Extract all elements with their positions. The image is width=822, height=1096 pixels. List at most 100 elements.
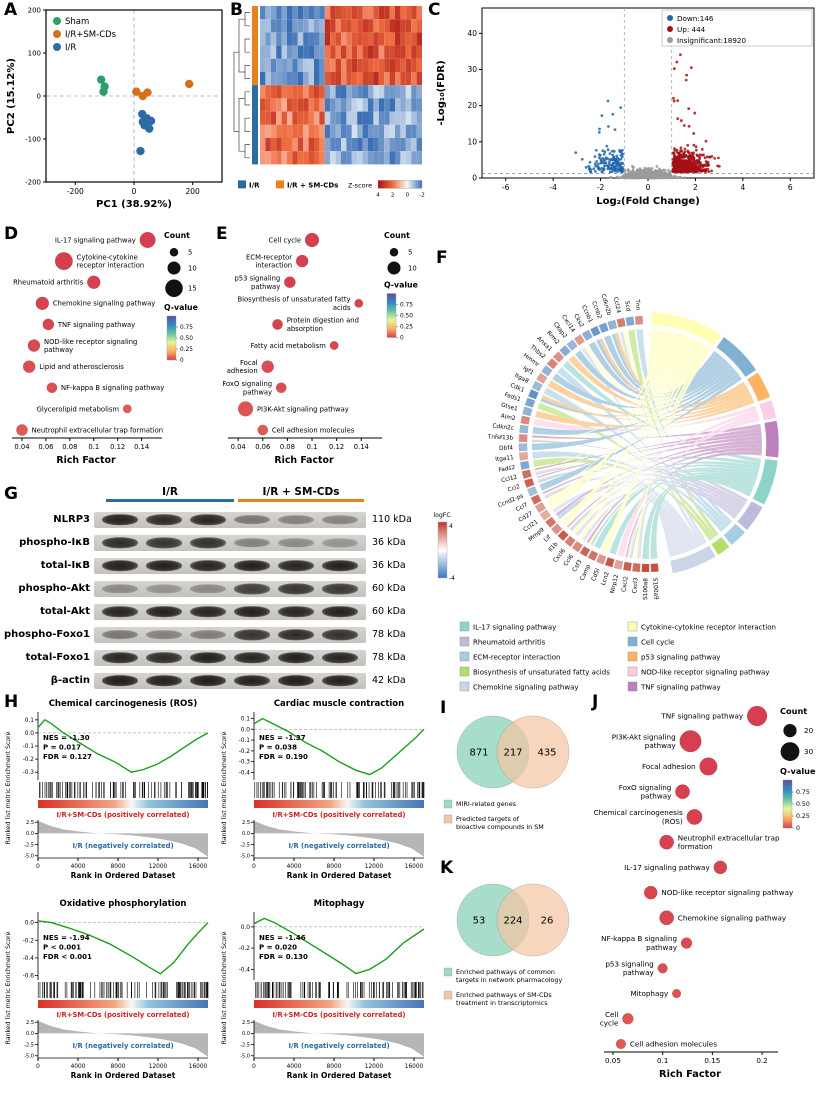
blot-image <box>94 603 366 620</box>
protein-band <box>322 605 358 618</box>
protein-band <box>278 582 314 595</box>
protein-band <box>234 628 270 641</box>
svg-text:8000: 8000 <box>327 864 342 870</box>
svg-text:I/R+SM-CDs: I/R+SM-CDs <box>65 30 117 40</box>
blot-group-label: I/R + SM-CDs <box>238 486 364 502</box>
svg-text:-4: -4 <box>549 183 557 192</box>
svg-text:FDR = 0.130: FDR = 0.130 <box>259 953 308 961</box>
panel-chord: Tnn Scd Ccl24 Cdkn2b Ccnb2 Ccnb1 Cks2 Cxcl14 Cka… <box>432 222 822 700</box>
svg-text:2: 2 <box>391 192 395 198</box>
chord-ribbons <box>532 329 762 559</box>
svg-text:-2.5: -2.5 <box>24 1042 34 1048</box>
svg-text:MIRI-related genes: MIRI-related genes <box>456 800 517 808</box>
svg-text:p53 signaling: p53 signaling <box>234 274 280 282</box>
svg-text:Glycerolipid metabolism: Glycerolipid metabolism <box>37 405 120 413</box>
svg-text:TNF signaling pathway: TNF signaling pathway <box>57 321 135 329</box>
svg-text:0.0: 0.0 <box>25 731 35 737</box>
svg-text:12000: 12000 <box>365 1064 384 1070</box>
svg-text:I/R: I/R <box>65 43 76 53</box>
svg-text:Cell adhesion molecules: Cell adhesion molecules <box>630 1040 717 1049</box>
svg-text:Rheumatoid arthritis: Rheumatoid arthritis <box>473 639 546 647</box>
protein-band <box>278 537 314 548</box>
svg-text:-0.3: -0.3 <box>23 770 35 776</box>
svg-text:100: 100 <box>28 50 41 58</box>
svg-text:Aim2: Aim2 <box>500 413 516 422</box>
svg-text:Cd5l: Cd5l <box>591 568 602 583</box>
svg-text:FDR = 0.127: FDR = 0.127 <box>43 753 92 761</box>
svg-text:0.0: 0.0 <box>241 925 251 931</box>
svg-text:4000: 4000 <box>71 1064 86 1070</box>
protein-band <box>102 651 138 664</box>
chord-diagram: TnnScdCcl24Cdkn2bCcnb2Ccnb1Cks2Cxcl14Cka… <box>433 293 780 692</box>
svg-text:Ranked list metric Enrichment: Ranked list metric Enrichment Score <box>221 731 228 844</box>
svg-text:I/R+SM-CDs (positively correla: I/R+SM-CDs (positively correlated) <box>57 811 190 819</box>
svg-text:200: 200 <box>28 7 41 15</box>
panel-label-e: E <box>216 224 228 244</box>
svg-text:-0.1: -0.1 <box>239 738 251 744</box>
svg-text:0.25: 0.25 <box>796 813 810 820</box>
svg-text:0.50: 0.50 <box>796 801 810 808</box>
expression-heatmap: I/R I/R + SM-CDs Z-score 4 2 0 -2 <box>233 6 425 198</box>
svg-text:TNF signaling pathway: TNF signaling pathway <box>660 712 743 721</box>
svg-text:2.5: 2.5 <box>242 1020 250 1026</box>
svg-text:Enriched pathways of SM-CDs: Enriched pathways of SM-CDs <box>456 991 552 999</box>
svg-text:P = 0.038: P = 0.038 <box>259 744 297 752</box>
svg-text:-5.0: -5.0 <box>240 1054 250 1060</box>
protein-label: NLRP3 <box>53 514 90 525</box>
svg-text:-2.5: -2.5 <box>240 1042 250 1048</box>
svg-text:targets in network pharmacolog: targets in network pharmacology <box>456 976 562 984</box>
svg-text:NF-kappa B signaling pathway: NF-kappa B signaling pathway <box>61 384 164 392</box>
svg-text:I/R + SM-CDs: I/R + SM-CDs <box>287 181 338 189</box>
svg-text:Rank in Ordered Dataset: Rank in Ordered Dataset <box>287 871 392 880</box>
svg-text:Neutrophil extracellular trap: Neutrophil extracellular trap <box>678 833 780 842</box>
svg-text:0.0: 0.0 <box>26 831 34 837</box>
protein-band <box>102 583 138 594</box>
protein-band <box>190 651 226 664</box>
svg-text:8000: 8000 <box>111 1064 126 1070</box>
protein-band <box>190 536 226 549</box>
svg-text:S100a9: S100a9 <box>651 578 658 601</box>
svg-text:0: 0 <box>132 187 137 196</box>
blot-row: phospho-Akt 60 kDa <box>2 577 432 600</box>
svg-text:0.0: 0.0 <box>242 831 250 837</box>
svg-text:Fads2: Fads2 <box>498 465 516 474</box>
svg-text:0.1: 0.1 <box>25 718 35 724</box>
svg-text:Count: Count <box>164 231 190 240</box>
svg-text:0: 0 <box>252 864 256 870</box>
svg-text:10: 10 <box>408 264 417 272</box>
panel-kegg-dotplot-d: 0.04 0.06 0.08 0.1 0.12 0.14 Rich Factor IL-17 … <box>0 222 212 484</box>
svg-text:871: 871 <box>469 748 488 759</box>
panel-western-blot: I/R I/R + SM-CDs NLRP3 110 kDa phospho-IκB 3… <box>2 486 432 696</box>
svg-text:Cell adhesion molecules: Cell adhesion molecules <box>272 426 355 434</box>
svg-text:4000: 4000 <box>287 1064 302 1070</box>
protein-label: total-Foxo1 <box>25 652 90 663</box>
blot-image <box>94 672 366 689</box>
blot-row: total-IκB 36 kDa <box>2 554 432 577</box>
svg-text:pathway: pathway <box>243 388 272 396</box>
svg-text:8000: 8000 <box>111 864 126 870</box>
svg-text:PC1 (38.92%): PC1 (38.92%) <box>96 199 172 210</box>
protein-band <box>190 559 226 572</box>
svg-text:NES = -1.46: NES = -1.46 <box>259 934 306 942</box>
svg-text:Chemical carcinogenesis (ROS): Chemical carcinogenesis (ROS) <box>49 699 198 709</box>
svg-text:-200: -200 <box>67 187 84 196</box>
svg-text:Fatty acid metabolism: Fatty acid metabolism <box>251 342 327 350</box>
blot-rows: NLRP3 110 kDa phospho-IκB 36 kDa total-IκB 36… <box>2 508 432 692</box>
svg-text:0.25: 0.25 <box>400 325 413 331</box>
svg-text:Cell cycle: Cell cycle <box>269 236 301 244</box>
svg-text:0.0: 0.0 <box>242 1031 250 1037</box>
molecular-weight-label: 60 kDa <box>372 583 406 594</box>
svg-text:40: 40 <box>467 29 477 38</box>
kegg-dotplot-down: 0.04 0.06 0.08 0.1 0.12 0.14 Rich Factor Cell c… <box>222 231 418 466</box>
blot-row: β-actin 42 kDa <box>2 669 432 692</box>
svg-text:pathway: pathway <box>640 792 672 801</box>
svg-text:I/R (negatively correlated): I/R (negatively correlated) <box>72 842 173 850</box>
svg-text:26: 26 <box>541 916 554 927</box>
blot-row: total-Akt 60 kDa <box>2 600 432 623</box>
svg-text:-100: -100 <box>25 136 41 144</box>
svg-text:Rank in Ordered Dataset: Rank in Ordered Dataset <box>71 1071 176 1080</box>
svg-text:interaction: interaction <box>255 262 292 270</box>
protein-band <box>278 514 314 525</box>
svg-text:P = 0.017: P = 0.017 <box>43 744 81 752</box>
svg-text:PC2 (15.12%): PC2 (15.12%) <box>6 58 17 134</box>
